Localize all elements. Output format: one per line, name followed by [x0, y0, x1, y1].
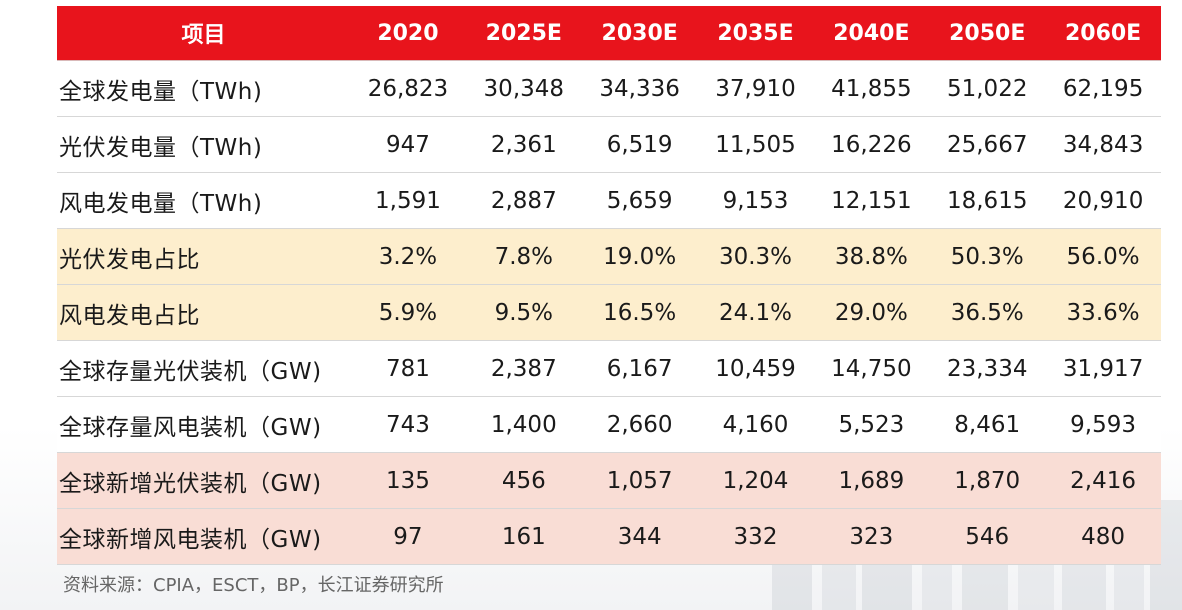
table-row: 光伏发电量（TWh) 947 2,361 6,519 11,505 16,226 25,66… [57, 116, 1162, 173]
table-cell: 19.0% [581, 228, 698, 285]
table-cell: 323 [813, 508, 930, 565]
table-cell: 25,667 [929, 116, 1046, 173]
table-row: 全球存量光伏装机（GW) 781 2,387 6,167 10,459 14,750 23,… [57, 340, 1162, 397]
table-row: 风电发电占比 5.9% 9.5% 16.5% 24.1% 29.0% 36.5% 33.6% [57, 284, 1162, 341]
row-label: 全球发电量（TWh) [57, 60, 350, 117]
table-cell: 34,843 [1045, 116, 1162, 173]
header-cell-year: 2040E [813, 6, 930, 61]
table-row: 全球发电量（TWh) 26,823 30,348 34,336 37,910 41,855… [57, 60, 1162, 117]
table-row: 全球新增光伏装机（GW) 135 456 1,057 1,204 1,689 1,870 2,… [57, 452, 1162, 509]
table-cell: 18,615 [929, 172, 1046, 229]
table-cell: 2,416 [1045, 452, 1162, 509]
table-row: 全球新增风电装机（GW) 97 161 344 332 323 546 480 [57, 508, 1162, 565]
table-cell: 743 [350, 396, 466, 453]
data-table-container: 项目 2020 2025E 2030E 2035E 2040E 2050E 20… [57, 6, 1162, 565]
table-cell: 16.5% [581, 284, 698, 341]
table-cell: 1,057 [581, 452, 698, 509]
table-cell: 29.0% [813, 284, 930, 341]
table-cell: 23,334 [929, 340, 1046, 397]
table-cell: 1,204 [697, 452, 814, 509]
table-cell: 9.5% [465, 284, 582, 341]
table-cell: 7.8% [465, 228, 582, 285]
table-cell: 1,689 [813, 452, 930, 509]
table-cell: 5,659 [581, 172, 698, 229]
table-cell: 332 [697, 508, 814, 565]
header-cell-year: 2025E [465, 6, 582, 61]
table-cell: 38.8% [813, 228, 930, 285]
table-cell: 50.3% [929, 228, 1046, 285]
table-cell: 5.9% [350, 284, 466, 341]
table-cell: 10,459 [697, 340, 814, 397]
row-label: 全球新增风电装机（GW) [57, 508, 350, 565]
header-cell-year: 2050E [929, 6, 1046, 61]
table-body: 全球发电量（TWh) 26,823 30,348 34,336 37,910 41,855… [57, 60, 1162, 565]
row-label: 全球存量风电装机（GW) [57, 396, 350, 453]
table-cell: 11,505 [697, 116, 814, 173]
table-cell: 1,400 [465, 396, 582, 453]
table-row: 风电发电量（TWh) 1,591 2,887 5,659 9,153 12,151 18,6… [57, 172, 1162, 229]
header-cell-item: 项目 [57, 6, 350, 61]
table-cell: 2,887 [465, 172, 582, 229]
table-cell: 16,226 [813, 116, 930, 173]
row-label: 风电发电占比 [57, 284, 350, 341]
table-cell: 14,750 [813, 340, 930, 397]
table-cell: 56.0% [1045, 228, 1162, 285]
table-cell: 6,167 [581, 340, 698, 397]
header-cell-year: 2060E [1045, 6, 1162, 61]
table-cell: 97 [350, 508, 466, 565]
table-cell: 5,523 [813, 396, 930, 453]
row-label: 光伏发电量（TWh) [57, 116, 350, 173]
row-label: 全球存量光伏装机（GW) [57, 340, 350, 397]
table-cell: 1,870 [929, 452, 1046, 509]
table-cell: 4,160 [697, 396, 814, 453]
row-label: 风电发电量（TWh) [57, 172, 350, 229]
table-cell: 2,361 [465, 116, 582, 173]
source-note: 资料来源：CPIA，ESCT，BP，长江证券研究所 [63, 575, 444, 596]
table-cell: 3.2% [350, 228, 466, 285]
table-cell: 161 [465, 508, 582, 565]
row-label: 光伏发电占比 [57, 228, 350, 285]
table-cell: 546 [929, 508, 1046, 565]
header-cell-year: 2030E [581, 6, 698, 61]
forecast-table: 项目 2020 2025E 2030E 2035E 2040E 2050E 20… [57, 6, 1162, 565]
table-cell: 1,591 [350, 172, 466, 229]
table-header-row: 项目 2020 2025E 2030E 2035E 2040E 2050E 20… [57, 6, 1162, 61]
table-cell: 41,855 [813, 60, 930, 117]
table-cell: 26,823 [350, 60, 466, 117]
table-cell: 344 [581, 508, 698, 565]
table-cell: 781 [350, 340, 466, 397]
table-cell: 31,917 [1045, 340, 1162, 397]
table-cell: 20,910 [1045, 172, 1162, 229]
table-cell: 2,660 [581, 396, 698, 453]
table-cell: 456 [465, 452, 582, 509]
table-cell: 9,153 [697, 172, 814, 229]
table-cell: 51,022 [929, 60, 1046, 117]
table-cell: 480 [1045, 508, 1162, 565]
table-cell: 36.5% [929, 284, 1046, 341]
table-cell: 8,461 [929, 396, 1046, 453]
table-cell: 34,336 [581, 60, 698, 117]
table-cell: 12,151 [813, 172, 930, 229]
table-cell: 37,910 [697, 60, 814, 117]
table-cell: 30.3% [697, 228, 814, 285]
header-cell-year: 2020 [350, 6, 466, 61]
row-label: 全球新增光伏装机（GW) [57, 452, 350, 509]
table-row: 全球存量风电装机（GW) 743 1,400 2,660 4,160 5,523 8,461… [57, 396, 1162, 453]
header-cell-year: 2035E [697, 6, 814, 61]
table-cell: 2,387 [465, 340, 582, 397]
table-cell: 33.6% [1045, 284, 1162, 341]
table-cell: 6,519 [581, 116, 698, 173]
table-cell: 947 [350, 116, 466, 173]
table-cell: 62,195 [1045, 60, 1162, 117]
table-cell: 24.1% [697, 284, 814, 341]
table-cell: 30,348 [465, 60, 582, 117]
table-cell: 135 [350, 452, 466, 509]
table-row: 光伏发电占比 3.2% 7.8% 19.0% 30.3% 38.8% 50.3% 56.0% [57, 228, 1162, 285]
table-cell: 9,593 [1045, 396, 1162, 453]
